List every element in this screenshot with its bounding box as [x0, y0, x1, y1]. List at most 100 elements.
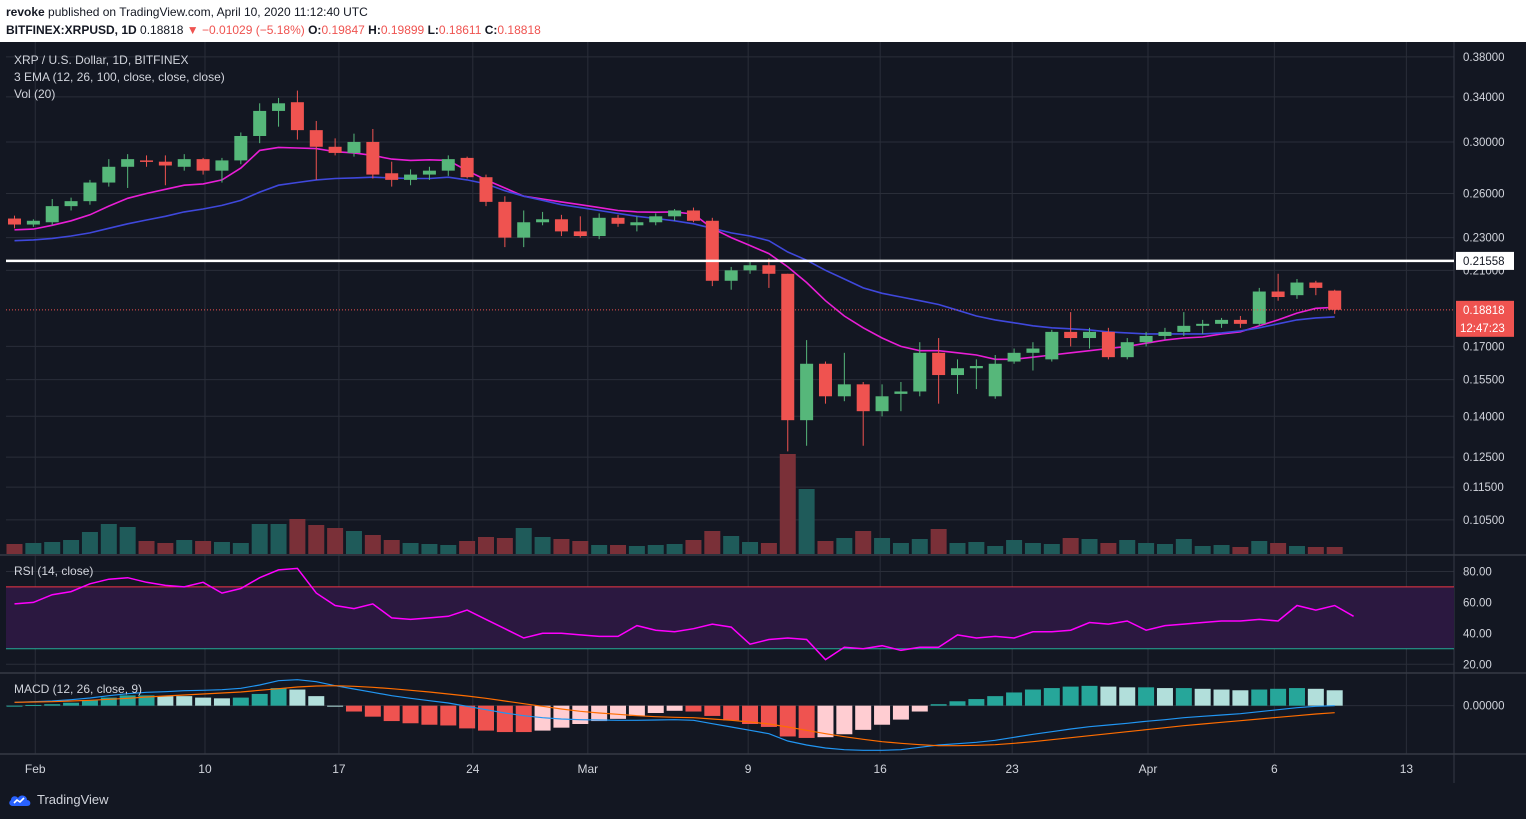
- rsi-line: [14, 567, 1354, 661]
- macd-histogram-bar: [723, 705, 740, 721]
- candle: [140, 155, 154, 167]
- candle: [404, 169, 418, 186]
- price-change: ▼ −0.01029 (−5.18%): [187, 23, 305, 37]
- close-value: 0.18818: [497, 23, 541, 37]
- tradingview-logo[interactable]: TradingView: [8, 792, 109, 807]
- macd-histogram-bar: [1119, 687, 1136, 706]
- candle: [1196, 319, 1210, 334]
- candle: [1101, 327, 1115, 360]
- candle: [253, 103, 267, 144]
- macd-histogram-bar: [478, 705, 494, 731]
- candle: [573, 216, 587, 238]
- candle: [177, 154, 191, 171]
- candle-body: [460, 157, 474, 178]
- candle-body: [1064, 331, 1078, 339]
- macd-histogram-bar: [1175, 688, 1192, 706]
- price-tick-label: 0.17000: [1463, 341, 1505, 353]
- candle-body: [140, 160, 154, 162]
- countdown-label: 12:47:23: [1460, 323, 1505, 335]
- macd-histogram-bar: [779, 705, 796, 737]
- volume-bar: [1232, 547, 1249, 554]
- candle: [460, 156, 474, 179]
- volume-bar: [1024, 543, 1041, 554]
- macd-histogram-bar: [930, 704, 947, 706]
- macd-histogram-bar: [157, 696, 174, 706]
- candle-body: [875, 396, 889, 412]
- candle-body: [554, 219, 568, 232]
- macd-histogram-bar: [119, 695, 136, 706]
- volume-bar: [817, 541, 834, 554]
- volume-bar: [949, 543, 966, 554]
- volume-bar: [195, 541, 212, 554]
- candle-body: [1233, 319, 1247, 324]
- rsi-tick-label: 20.00: [1463, 659, 1492, 671]
- candle: [951, 359, 964, 394]
- rsi-tick-label: 60.00: [1463, 597, 1492, 609]
- candle: [517, 210, 531, 248]
- macd-histogram-bar: [195, 697, 212, 706]
- candle: [64, 197, 78, 211]
- volume-bar: [1288, 546, 1305, 554]
- macd-histogram-bar: [1062, 686, 1079, 706]
- macd-histogram-bar: [81, 700, 98, 706]
- macd-histogram-bar: [1081, 685, 1098, 706]
- volume-bar: [478, 537, 494, 554]
- macd-histogram-bar: [1213, 689, 1230, 706]
- tradingview-brand: TradingView: [37, 792, 109, 807]
- candle: [837, 352, 851, 402]
- volume-bar: [100, 524, 117, 554]
- symbol-label: BITFINEX:XRPUSD, 1D: [6, 23, 137, 37]
- candle: [686, 207, 700, 223]
- candle: [1290, 279, 1304, 299]
- last-price-label-bg: [1456, 300, 1514, 337]
- candle: [1064, 312, 1078, 347]
- price-tick-label: 0.14000: [1463, 411, 1505, 423]
- rsi-band-fill: [6, 586, 1454, 649]
- candle: [1139, 331, 1153, 347]
- quote-line: BITFINEX:XRPUSD, 1D 0.18818 ▼ −0.01029 (…: [6, 23, 541, 37]
- publish-info: published on TradingView.com, April 10, …: [48, 5, 368, 19]
- footer-bar: TradingView: [0, 783, 1526, 819]
- volume-bar: [798, 489, 815, 554]
- candle: [1271, 273, 1285, 301]
- candle: [272, 97, 286, 127]
- candle-body: [649, 216, 663, 223]
- candle: [347, 133, 361, 157]
- candle-body: [366, 141, 380, 175]
- macd-histogram-bar: [1194, 688, 1211, 706]
- macd-histogram-bar: [1156, 688, 1173, 706]
- volume-bar: [911, 539, 928, 554]
- candle-body: [1328, 290, 1342, 310]
- volume-bar: [1006, 540, 1023, 554]
- volume-bar: [6, 544, 23, 554]
- volume-bar: [44, 542, 61, 554]
- macd-histogram-bar: [402, 705, 419, 724]
- candle: [8, 215, 21, 229]
- volume-bar: [760, 543, 777, 554]
- candle: [366, 128, 380, 179]
- open-value: 0.19847: [321, 23, 365, 37]
- macd-histogram-bar: [345, 705, 362, 712]
- macd-histogram-bar: [232, 697, 249, 706]
- candle: [536, 211, 550, 226]
- candle: [988, 354, 1002, 399]
- chart-canvas[interactable]: 0.380000.340000.300000.260000.230000.210…: [0, 42, 1526, 783]
- publisher-name[interactable]: revoke: [6, 5, 45, 19]
- candle-body: [158, 161, 172, 166]
- macd-histogram-bar: [817, 705, 834, 738]
- candle: [913, 342, 927, 397]
- volume-bar: [1138, 543, 1155, 554]
- macd-histogram-bar: [100, 697, 117, 706]
- macd-histogram-bar: [685, 705, 702, 712]
- candle-body: [404, 174, 418, 180]
- legend-macd: MACD (12, 26, close, 9): [14, 682, 142, 696]
- macd-histogram-bar: [383, 705, 400, 722]
- candle-body: [517, 222, 531, 238]
- candle-body: [1177, 325, 1191, 332]
- candle: [743, 260, 757, 274]
- candle-body: [969, 365, 983, 369]
- macd-histogram-bar: [308, 696, 325, 706]
- candle-body: [64, 201, 78, 207]
- candle-body: [177, 159, 191, 167]
- volume-bar: [421, 544, 438, 554]
